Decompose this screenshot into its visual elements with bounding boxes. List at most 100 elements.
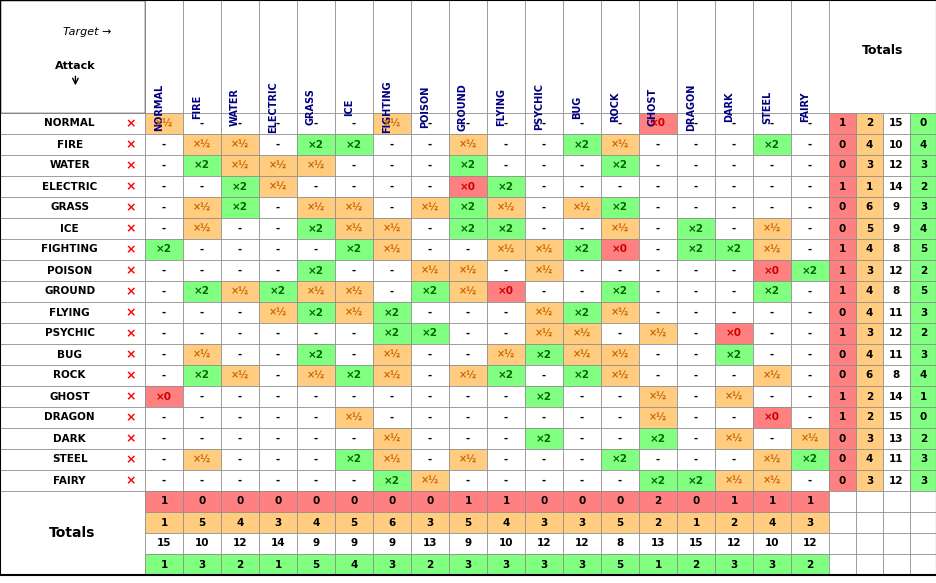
Text: ×2: ×2 <box>611 286 627 297</box>
Bar <box>856 323 882 344</box>
Bar <box>221 176 258 197</box>
Bar <box>753 344 790 365</box>
Bar <box>828 281 856 302</box>
Bar <box>909 218 936 239</box>
Text: 5: 5 <box>865 223 872 234</box>
Text: -: - <box>694 455 697 465</box>
Bar <box>335 197 373 218</box>
Bar <box>677 239 714 260</box>
Bar <box>258 323 297 344</box>
Bar <box>221 260 258 281</box>
Text: 2: 2 <box>865 413 872 423</box>
Text: 3: 3 <box>919 476 926 486</box>
Bar <box>335 323 373 344</box>
Text: 9: 9 <box>892 202 899 212</box>
Text: 4: 4 <box>236 518 243 528</box>
Text: -: - <box>275 392 280 402</box>
Text: 1: 1 <box>653 560 661 570</box>
Bar <box>753 281 790 302</box>
Bar <box>0 134 145 155</box>
Bar <box>600 0 638 113</box>
Text: -: - <box>655 371 660 381</box>
Text: 3: 3 <box>919 455 926 465</box>
Bar <box>487 554 524 575</box>
Bar <box>714 260 753 281</box>
Bar <box>600 113 638 134</box>
Bar <box>145 428 183 449</box>
Bar <box>448 281 487 302</box>
Text: ×½: ×½ <box>459 455 476 465</box>
Bar <box>638 0 677 113</box>
Text: ×½: ×½ <box>420 202 439 212</box>
Bar <box>677 386 714 407</box>
Text: 12: 12 <box>888 328 903 339</box>
Text: ×½: ×½ <box>610 307 628 318</box>
Text: ×: × <box>125 453 136 466</box>
Text: ×2: ×2 <box>725 244 741 255</box>
Bar <box>856 554 882 575</box>
Text: ×2: ×2 <box>574 139 590 149</box>
Bar <box>221 344 258 365</box>
Text: -: - <box>275 476 280 486</box>
Text: -: - <box>162 455 166 465</box>
Bar <box>714 533 753 554</box>
Bar <box>373 470 411 491</box>
Text: 10: 10 <box>888 139 903 149</box>
Bar <box>297 554 335 575</box>
Text: ×½: ×½ <box>800 434 818 444</box>
Bar <box>524 407 563 428</box>
Bar <box>297 155 335 176</box>
Text: 0: 0 <box>838 476 845 486</box>
Bar <box>909 281 936 302</box>
Text: 9: 9 <box>388 539 395 549</box>
Bar <box>563 134 600 155</box>
Bar <box>790 512 828 533</box>
Text: -: - <box>199 476 204 486</box>
Text: 0: 0 <box>838 307 845 318</box>
Text: -: - <box>694 286 697 297</box>
Text: ×½: ×½ <box>534 307 552 318</box>
Bar <box>882 113 909 134</box>
Text: -: - <box>275 244 280 255</box>
Text: 3: 3 <box>919 349 926 360</box>
Bar <box>600 134 638 155</box>
Bar <box>638 176 677 197</box>
Bar <box>790 281 828 302</box>
Text: 1: 1 <box>838 265 845 276</box>
Text: -: - <box>238 455 241 465</box>
Text: ×: × <box>125 432 136 445</box>
Bar <box>487 323 524 344</box>
Bar <box>524 512 563 533</box>
Text: 5: 5 <box>464 518 471 528</box>
Bar <box>0 260 145 281</box>
Text: ICE: ICE <box>60 223 79 234</box>
Bar <box>714 386 753 407</box>
Text: 0: 0 <box>426 497 433 507</box>
Bar <box>297 239 335 260</box>
Text: 15: 15 <box>888 118 903 128</box>
Bar <box>753 407 790 428</box>
Bar <box>335 428 373 449</box>
Text: ×½: ×½ <box>344 413 362 423</box>
Bar <box>0 239 145 260</box>
Text: ×: × <box>125 411 136 424</box>
Bar <box>145 512 183 533</box>
Bar <box>790 344 828 365</box>
Bar <box>638 344 677 365</box>
Bar <box>297 113 335 134</box>
Bar <box>677 512 714 533</box>
Text: -: - <box>428 371 431 381</box>
Bar <box>373 239 411 260</box>
Text: -: - <box>655 307 660 318</box>
Text: ×2: ×2 <box>421 328 437 339</box>
Text: FIRE: FIRE <box>56 139 82 149</box>
Bar <box>297 302 335 323</box>
Bar <box>753 260 790 281</box>
Bar <box>411 260 448 281</box>
Text: -: - <box>199 413 204 423</box>
Text: -: - <box>655 286 660 297</box>
Bar <box>297 386 335 407</box>
Text: 14: 14 <box>888 181 903 191</box>
Text: ×½: ×½ <box>230 139 249 149</box>
Text: ×½: ×½ <box>420 476 439 486</box>
